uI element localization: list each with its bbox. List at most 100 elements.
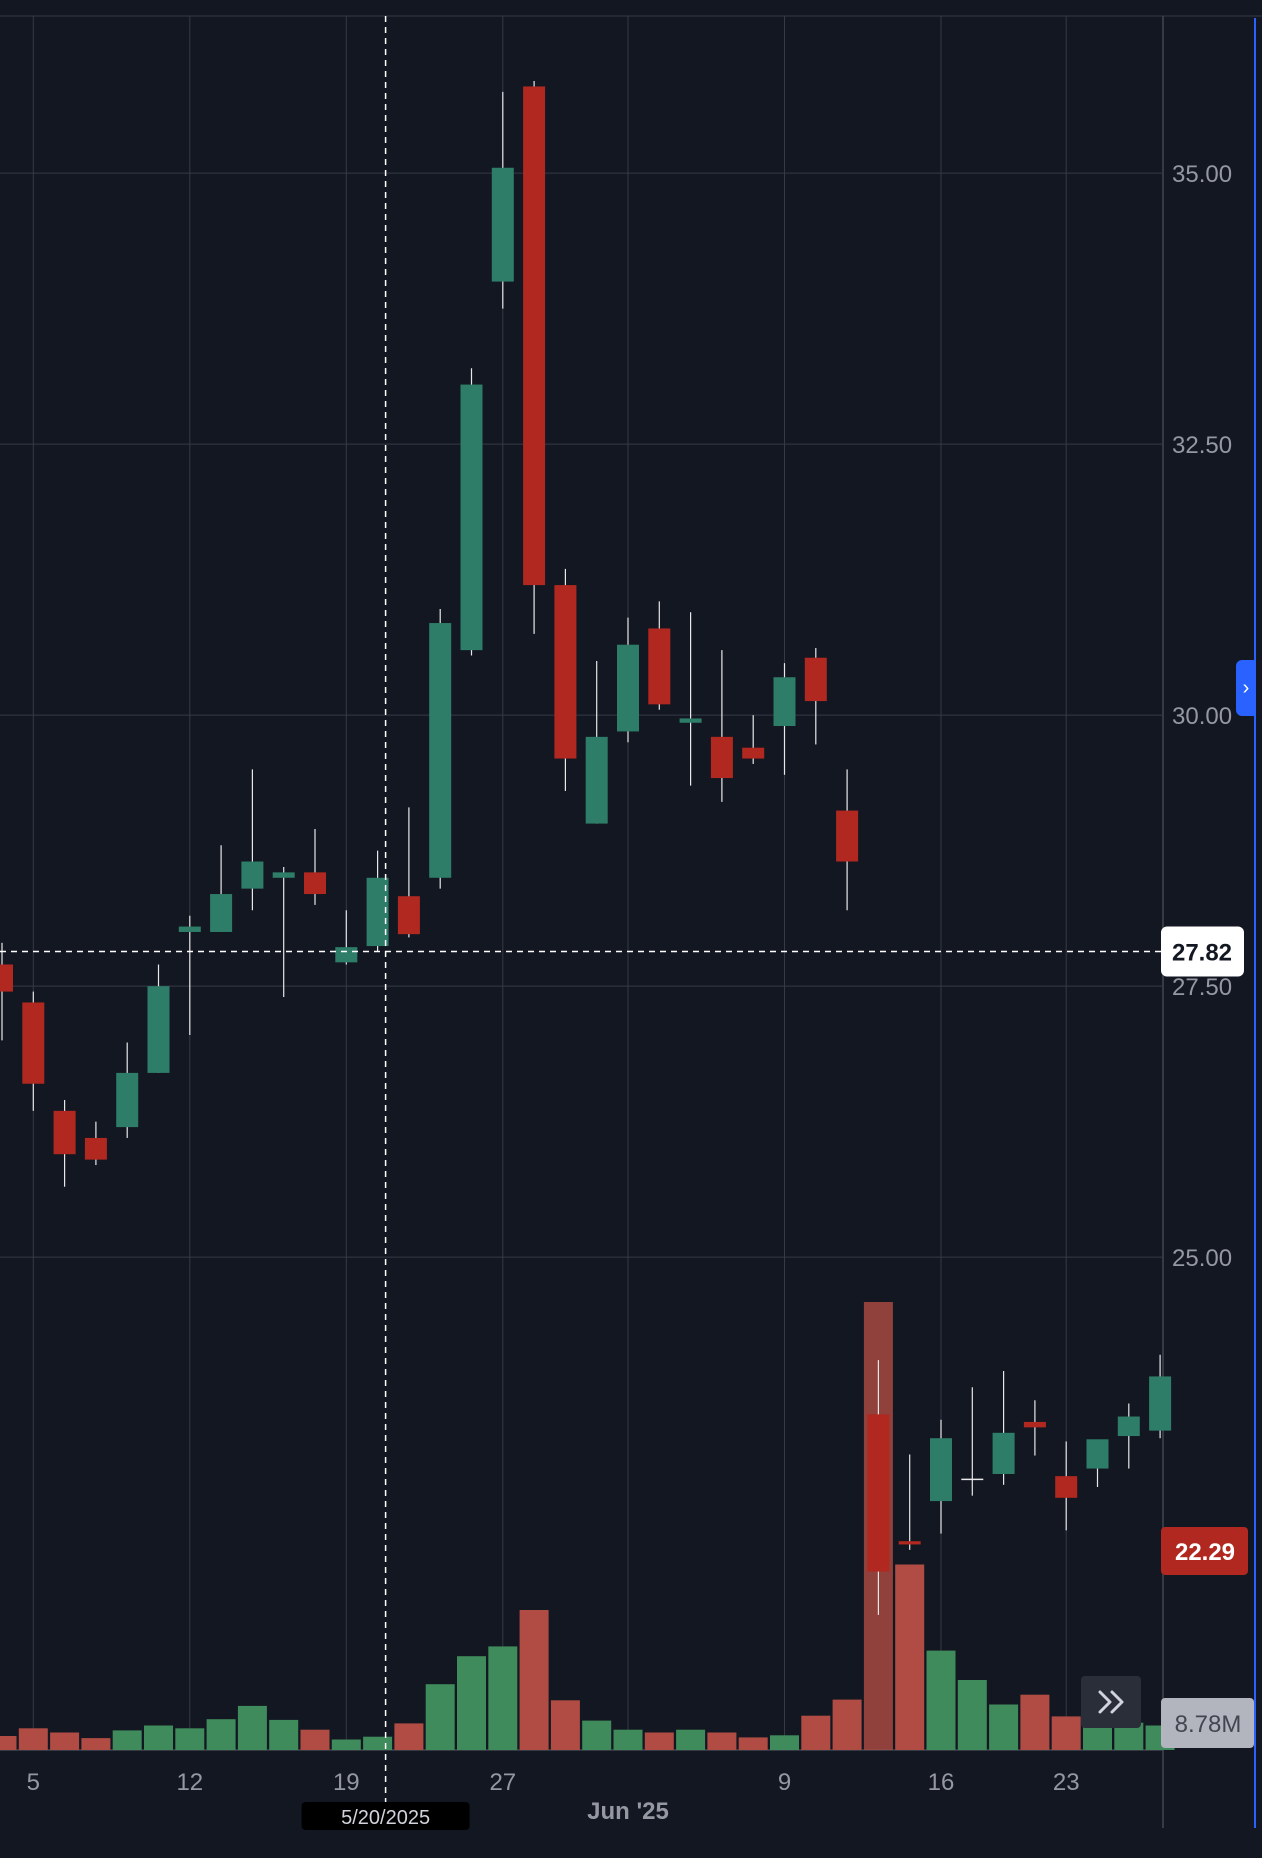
crosshair-price-label: 27.82	[1172, 939, 1232, 966]
volume-bar	[488, 1646, 518, 1750]
volume-bar	[112, 1730, 142, 1750]
date-tick-label: 9	[778, 1769, 791, 1796]
volume-bar	[550, 1700, 580, 1750]
volume-bar	[613, 1729, 643, 1750]
crosshair-date-box	[301, 1802, 470, 1830]
candle-body	[1055, 1476, 1078, 1498]
date-tick-label: 16	[928, 1769, 955, 1796]
candle-body	[397, 896, 420, 935]
candle-body	[272, 872, 295, 878]
candle	[1023, 1400, 1046, 1456]
volume-bar	[269, 1719, 299, 1750]
last-price-label: 22.29	[1175, 1539, 1235, 1566]
candle	[429, 608, 452, 889]
candle	[178, 915, 201, 1035]
volume-bar	[0, 1736, 17, 1750]
candle	[1086, 1439, 1109, 1487]
candle-body	[898, 1541, 921, 1545]
candle	[679, 612, 702, 786]
price-tick-label: 32.50	[1172, 432, 1232, 459]
volume-bar	[300, 1729, 330, 1750]
candle	[742, 715, 765, 764]
candle	[116, 1042, 139, 1138]
candle	[397, 807, 420, 938]
candle-body	[742, 747, 765, 759]
candle	[84, 1121, 107, 1166]
volume-bar	[989, 1704, 1019, 1750]
candle-body	[773, 677, 796, 727]
candle-body	[22, 1002, 45, 1084]
side-panel-toggle[interactable]: ›	[1236, 660, 1256, 716]
double-chevron-right-icon	[1098, 1690, 1124, 1714]
candle-body	[648, 628, 671, 705]
volume-bar	[144, 1725, 173, 1750]
date-tick-label: 5	[27, 1769, 40, 1796]
price-tick-label: 25.00	[1172, 1245, 1232, 1272]
volume-bar	[707, 1732, 737, 1750]
candle-body	[116, 1072, 139, 1128]
candle-body	[679, 718, 702, 723]
volume-bar	[425, 1684, 455, 1750]
price-tick-label: 35.00	[1172, 161, 1232, 188]
volume-bar	[18, 1728, 48, 1750]
candle-body	[554, 585, 577, 759]
volume-bar	[175, 1728, 205, 1750]
candle-body	[147, 986, 170, 1073]
candle	[930, 1419, 952, 1534]
candle-body	[241, 861, 264, 889]
candle-body	[429, 623, 452, 878]
volume-bar	[237, 1705, 267, 1750]
volume-bar	[801, 1715, 831, 1750]
candle	[241, 769, 264, 911]
crosshair-price-box	[1161, 926, 1244, 977]
candle	[867, 1360, 890, 1615]
candle-body	[836, 810, 859, 862]
date-tick-label: 12	[176, 1769, 203, 1796]
candle	[366, 850, 389, 952]
volume-bar	[331, 1739, 361, 1750]
date-tick-label: Jun '25	[587, 1798, 669, 1825]
volume-bar	[1051, 1716, 1081, 1750]
candle	[585, 660, 608, 824]
candle	[523, 81, 546, 634]
candle-body	[53, 1110, 76, 1155]
candle-body	[867, 1414, 890, 1572]
candle-body	[366, 877, 389, 947]
volume-bar	[519, 1610, 549, 1750]
volume-bar	[770, 1735, 799, 1750]
candle	[491, 91, 514, 309]
candle-body	[178, 926, 201, 932]
candle	[147, 964, 170, 1073]
volume-bar	[738, 1737, 768, 1750]
volume-bar	[895, 1564, 925, 1750]
axes: 25.00 27.50 30.00 32.50 35.00 5 12 19 27 Jun '25 9…	[27, 161, 1232, 1825]
date-tick-label: 19	[333, 1769, 360, 1796]
candle	[710, 650, 733, 802]
date-tick-label: 23	[1053, 1769, 1080, 1796]
candle-body	[1023, 1421, 1046, 1428]
candle	[773, 663, 796, 775]
candle	[304, 829, 326, 905]
candle	[898, 1454, 921, 1550]
price-tick-label: 27.50	[1172, 974, 1232, 1001]
scroll-to-realtime-button[interactable]	[1081, 1676, 1141, 1728]
candle	[53, 1100, 76, 1187]
volume-bar	[394, 1723, 424, 1750]
volume-bar	[832, 1699, 862, 1750]
candle	[804, 647, 827, 745]
volume-bar	[582, 1720, 612, 1750]
price-tick-label: 30.00	[1172, 703, 1232, 730]
volume-bar	[1020, 1694, 1050, 1750]
candle-body	[1086, 1439, 1109, 1469]
candle	[836, 769, 859, 911]
volume-bar	[957, 1680, 987, 1750]
volume-bar	[363, 1736, 393, 1750]
candle	[22, 991, 45, 1111]
candle	[961, 1387, 984, 1496]
volume-bar	[676, 1729, 706, 1750]
candle	[210, 845, 233, 932]
volume-bar	[206, 1719, 236, 1750]
candle-body	[523, 86, 546, 586]
candles	[0, 81, 1172, 1615]
